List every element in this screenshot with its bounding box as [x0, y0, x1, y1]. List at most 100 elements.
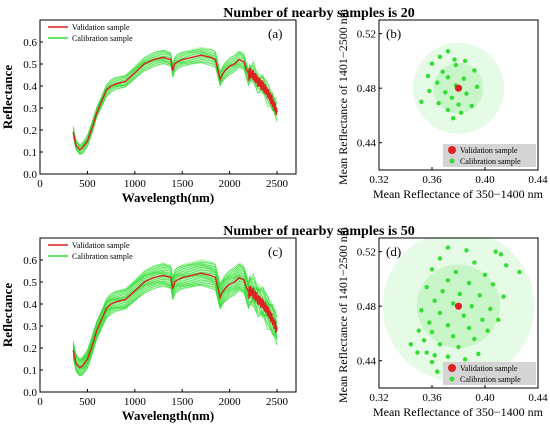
y-axis-label-d: Mean Reflectance of 1401−2500 nm: [336, 226, 350, 403]
y-tick-label: 0.44: [357, 356, 377, 368]
calibration-point: [474, 84, 480, 90]
x-tick-label: 1000: [124, 178, 147, 190]
legend-a: Validation sample Calibration sample: [48, 23, 133, 43]
x-tick-label: 2500: [266, 178, 289, 190]
plot-area-a: [72, 46, 278, 156]
x-tick-label: 1500: [171, 178, 194, 190]
calibration-point: [427, 320, 432, 325]
calibration-point: [445, 278, 451, 283]
x-tick-label: 0.36: [422, 392, 442, 404]
y-tick-label: 0.1: [23, 147, 37, 159]
x-tick-label: 500: [79, 396, 96, 408]
calibration-point: [432, 353, 437, 358]
plot-area-d: [382, 238, 535, 382]
x-axis-label-c: Wavelength(nm): [122, 408, 214, 423]
calibration-point: [488, 306, 493, 312]
calibration-point: [490, 282, 496, 287]
calibration-point: [432, 298, 437, 303]
y-axis-label-c: Reflectance: [0, 283, 15, 347]
calibration-point: [504, 263, 509, 268]
x-tick-label: 1500: [171, 396, 194, 408]
calibration-point: [419, 308, 424, 313]
x-tick-label: 0.32: [369, 174, 388, 186]
axes-b: 0.32 0.36 0.40 0.44 0.44 0.48 0.52: [357, 29, 548, 186]
calibration-point: [493, 249, 498, 254]
calibration-point: [429, 329, 435, 335]
calibration-point: [477, 293, 482, 298]
legend-b: Validation sample Calibration sample: [443, 144, 536, 167]
chart-panel-d: 0.32 0.36 0.40 0.44 0.44 0.48 0.52 Validation …: [336, 226, 548, 419]
calibration-point: [424, 350, 429, 355]
calibration-point: [466, 325, 472, 331]
x-tick-label: 0.40: [475, 392, 495, 404]
calibration-point: [451, 333, 456, 339]
neighbourhood-group: [382, 238, 535, 382]
frame-c: [39, 237, 297, 393]
calibration-point: [462, 357, 468, 362]
legend-label-calibration-b: Calibration sample: [460, 157, 521, 166]
calibration-point: [445, 354, 451, 359]
panel-label-c: (c): [268, 244, 282, 259]
calibration-point: [437, 342, 443, 347]
y-tick-label: 0.48: [357, 301, 377, 313]
calibration-point: [482, 272, 488, 278]
x-tick-label: 0: [37, 178, 43, 190]
calibration-point: [445, 323, 451, 328]
calibration-point: [456, 102, 461, 107]
y-tick-label: 0.48: [357, 83, 377, 95]
y-tick-label: 0.52: [357, 247, 376, 259]
calibration-sample-line: [72, 59, 278, 154]
x-tick-label: 2500: [266, 396, 289, 408]
calibration-point: [498, 252, 504, 257]
calibration-point: [456, 344, 461, 350]
x-tick-label: 500: [79, 178, 96, 190]
calibration-point: [496, 317, 501, 323]
calibration-point: [435, 369, 440, 374]
title-top: Number of nearby samples is 20: [223, 6, 414, 21]
calibration-point: [462, 58, 468, 64]
calibration-point: [451, 115, 456, 121]
title-bottom: Number of nearby samples is 50: [223, 224, 414, 239]
legend-box-d: [443, 362, 536, 385]
calibration-point: [424, 284, 429, 290]
calibration-point: [472, 68, 477, 73]
y-tick-label: 0.3: [23, 321, 37, 333]
calibration-point: [440, 288, 445, 294]
axes-d: 0.32 0.36 0.40 0.44 0.44 0.48 0.52: [357, 247, 548, 404]
calibration-point: [464, 91, 469, 96]
x-tick-label: 0: [37, 396, 43, 408]
frame-d: [378, 237, 539, 389]
plot-area-c: [72, 259, 278, 377]
legend-box-b: [443, 144, 536, 167]
calibration-point: [485, 328, 490, 333]
legend-label-validation-c: Validation sample: [72, 241, 130, 250]
legend-d: Validation sample Calibration sample: [443, 362, 536, 385]
legend-marker-calibration-d: [449, 376, 455, 382]
chart-panel-a: 0 500 1000 1500 2000 2500 0.0 0.1 0.2 0.3 0.4 0.5 0.…: [0, 19, 297, 205]
panel-label-d: (d): [386, 244, 401, 259]
calibration-point: [451, 301, 456, 306]
calibration-point: [464, 248, 469, 253]
x-tick-label: 0.40: [475, 174, 495, 186]
x-axis-label-d: Mean Reflectance of 350−1400 nm: [373, 405, 544, 419]
calibration-sample-line: [72, 279, 278, 374]
calibration-point: [415, 350, 420, 355]
x-axis-label-b: Mean Reflectance of 350−1400 nm: [373, 187, 544, 201]
x-tick-label: 0.44: [528, 174, 548, 186]
calibration-point: [427, 88, 432, 94]
calibration-point: [437, 54, 443, 60]
chart-panel-b: 0.32 0.36 0.40 0.44 0.44 0.48 0.52 Validation …: [336, 8, 548, 201]
plot-area-b: [412, 42, 505, 134]
x-tick-label: 0.44: [528, 392, 548, 404]
validation-point: [454, 302, 463, 310]
calibration-point: [408, 342, 413, 347]
y-axis-label-a: Reflectance: [0, 65, 15, 129]
calibration-point: [472, 336, 477, 342]
calibration-point: [452, 57, 457, 62]
calibration-point: [421, 338, 427, 343]
validation-series-line: [72, 272, 278, 369]
legend-label-validation-d: Validation sample: [460, 364, 518, 373]
calibration-point: [429, 359, 435, 365]
panel-label-a: (a): [268, 26, 282, 41]
